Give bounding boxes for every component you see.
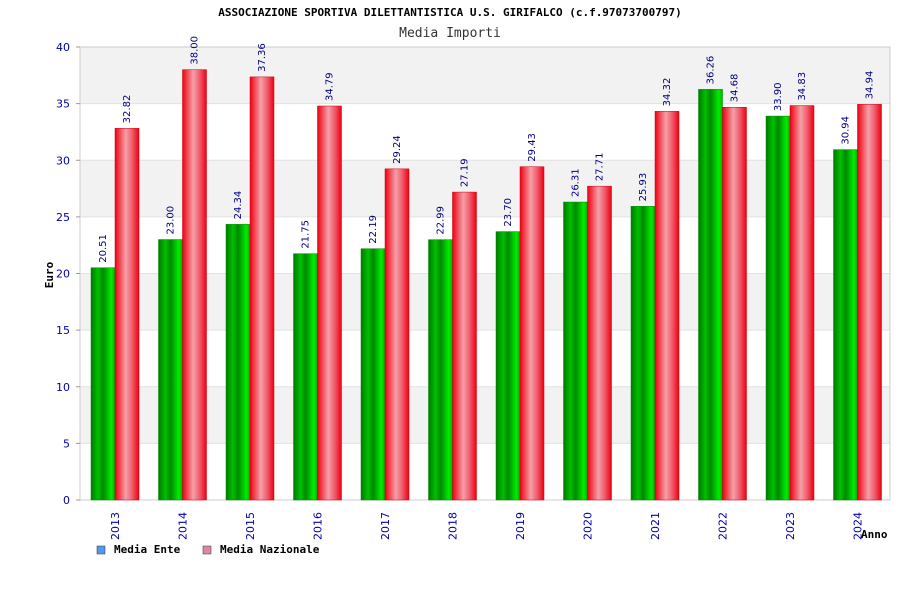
data-label: 25.93 <box>638 173 649 202</box>
data-label: 27.71 <box>595 153 606 182</box>
bar-media-nazionale-2023 <box>789 105 815 501</box>
bar-media-nazionale-2019 <box>519 166 545 501</box>
x-tick-label: 2024 <box>852 512 865 540</box>
grid-band <box>80 47 890 104</box>
data-label: 37.36 <box>257 43 268 72</box>
bar-media-nazionale-2016 <box>317 105 342 501</box>
bar-media-nazionale-2015 <box>249 76 275 501</box>
x-tick-label: 2017 <box>379 512 392 540</box>
bar-media-ente-2017 <box>360 248 386 501</box>
chart-subtitle: Media Importi <box>399 26 501 41</box>
bar-media-ente-2018 <box>428 239 453 501</box>
bar-media-nazionale-2013 <box>114 128 140 501</box>
legend-label-media-ente: Media Ente <box>114 543 181 556</box>
bar-media-nazionale-2022 <box>722 106 747 501</box>
data-label: 38.00 <box>190 36 201 65</box>
y-tick-label: 25 <box>56 211 70 224</box>
bar-media-ente-2021 <box>630 206 656 501</box>
bar-media-ente-2013 <box>90 267 116 501</box>
legend-swatch-media-nazionale <box>202 545 212 555</box>
y-tick-label: 35 <box>56 98 70 111</box>
x-tick-label: 2015 <box>244 512 257 540</box>
x-tick-label: 2022 <box>717 512 730 540</box>
x-tick-label: 2014 <box>177 512 190 540</box>
data-label: 22.19 <box>368 215 379 244</box>
bar-media-nazionale-2021 <box>654 111 680 501</box>
x-tick-label: 2016 <box>312 512 325 540</box>
y-tick-label: 5 <box>63 437 70 450</box>
data-label: 36.26 <box>706 56 717 85</box>
data-label: 27.19 <box>460 158 471 187</box>
bar-media-nazionale-2020 <box>587 185 612 501</box>
y-tick-label: 0 <box>63 494 70 507</box>
data-label: 29.43 <box>527 133 538 162</box>
bar-media-nazionale-2018 <box>452 191 477 501</box>
data-label: 22.99 <box>436 206 447 235</box>
bar-media-nazionale-2014 <box>182 69 207 501</box>
data-label: 21.75 <box>301 220 312 249</box>
legend-label-media-nazionale: Media Nazionale <box>220 543 320 556</box>
x-tick-label: 2021 <box>649 512 662 540</box>
y-tick-label: 40 <box>56 41 70 54</box>
data-label: 34.32 <box>662 78 673 107</box>
grid-band <box>80 443 890 500</box>
data-label: 24.34 <box>233 191 244 220</box>
bar-media-nazionale-2017 <box>384 168 410 501</box>
y-axis-label: Euro <box>43 261 56 288</box>
data-label: 34.79 <box>325 72 336 101</box>
grid-band <box>80 386 890 444</box>
data-label: 34.94 <box>865 71 876 100</box>
y-tick-label: 10 <box>56 381 70 394</box>
x-tick-label: 2018 <box>447 512 460 540</box>
bar-media-ente-2020 <box>563 201 588 501</box>
chart-title: ASSOCIAZIONE SPORTIVA DILETTANTISTICA U.… <box>218 6 682 19</box>
y-tick-label: 15 <box>56 324 70 337</box>
x-tick-label: 2019 <box>514 512 527 540</box>
data-label: 26.31 <box>571 168 582 197</box>
y-tick-label: 30 <box>56 154 70 167</box>
data-label: 23.00 <box>166 206 177 235</box>
x-tick-label: 2020 <box>582 512 595 540</box>
grid-band <box>80 330 890 387</box>
y-tick-label: 20 <box>56 268 70 281</box>
x-tick-label: 2023 <box>784 512 797 540</box>
grid-band <box>80 160 890 217</box>
data-label: 32.82 <box>122 95 133 124</box>
grid-band <box>80 103 890 161</box>
bar-media-ente-2014 <box>158 239 183 501</box>
bar-media-ente-2023 <box>765 115 791 501</box>
data-label: 30.94 <box>841 116 852 145</box>
data-label: 34.68 <box>730 74 741 103</box>
data-label: 23.70 <box>503 198 514 227</box>
bar-media-ente-2015 <box>225 224 251 501</box>
bar-media-ente-2024 <box>833 149 858 501</box>
data-label: 33.90 <box>773 82 784 111</box>
grid-band <box>80 273 890 331</box>
data-label: 34.83 <box>797 72 808 101</box>
bar-media-ente-2016 <box>293 253 318 501</box>
bar-media-ente-2019 <box>495 231 521 501</box>
data-label: 20.51 <box>98 234 109 263</box>
legend-swatch-media-ente <box>96 545 106 555</box>
x-tick-label: 2013 <box>109 512 122 540</box>
legend: Media Ente Media Nazionale <box>96 543 320 556</box>
bar-media-nazionale-2024 <box>857 104 882 501</box>
x-axis-label: Anno <box>861 528 888 541</box>
bar-media-ente-2022 <box>698 89 723 501</box>
grid-band <box>80 216 890 274</box>
data-label: 29.24 <box>392 135 403 164</box>
